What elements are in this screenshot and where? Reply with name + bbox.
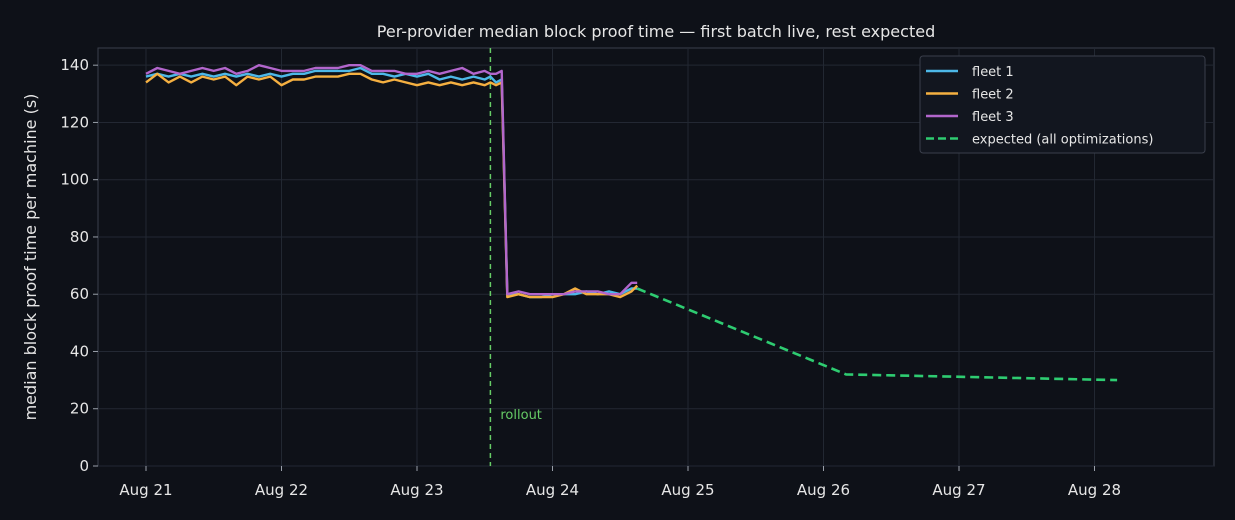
x-tick-label: Aug 22 bbox=[255, 481, 308, 499]
x-tick-label: Aug 23 bbox=[390, 481, 443, 499]
x-tick-label: Aug 25 bbox=[661, 481, 714, 499]
rollout-label: rollout bbox=[500, 408, 542, 423]
x-tick-label: Aug 24 bbox=[526, 481, 579, 499]
legend-entry: expected (all optimizations) bbox=[972, 133, 1153, 148]
x-tick-label: Aug 26 bbox=[797, 481, 850, 499]
plot-area: 0 20 40 60 80 100 120 140 Aug 21 Aug 22 Aug 23 Aug … bbox=[60, 47, 1215, 499]
series-line-expected bbox=[636, 287, 1118, 382]
x-tick-label: Aug 21 bbox=[119, 481, 172, 499]
y-tick-label: 120 bbox=[60, 113, 89, 131]
y-tick-label: 100 bbox=[60, 171, 89, 189]
series-line-fleet-2 bbox=[145, 72, 639, 299]
legend-box bbox=[919, 55, 1206, 154]
x-tick-label: Aug 28 bbox=[1068, 481, 1121, 499]
y-axis-label: median block proof time per machine (s) bbox=[21, 94, 40, 421]
legend-entry: fleet 2 bbox=[972, 88, 1014, 103]
chart-title: Per-provider median block proof time — f… bbox=[377, 22, 935, 41]
series-line-fleet-3 bbox=[145, 63, 638, 296]
y-tick-label: 40 bbox=[70, 342, 89, 360]
y-tick-label: 60 bbox=[70, 285, 89, 303]
y-tick-label: 20 bbox=[70, 400, 89, 418]
x-tick-label: Aug 27 bbox=[932, 481, 985, 499]
y-tick-label: 140 bbox=[60, 56, 89, 74]
y-tick-label: 0 bbox=[79, 457, 89, 475]
legend-entry: fleet 1 bbox=[972, 65, 1014, 80]
y-tick-label: 80 bbox=[70, 228, 89, 246]
legend-entry: fleet 3 bbox=[972, 110, 1014, 125]
